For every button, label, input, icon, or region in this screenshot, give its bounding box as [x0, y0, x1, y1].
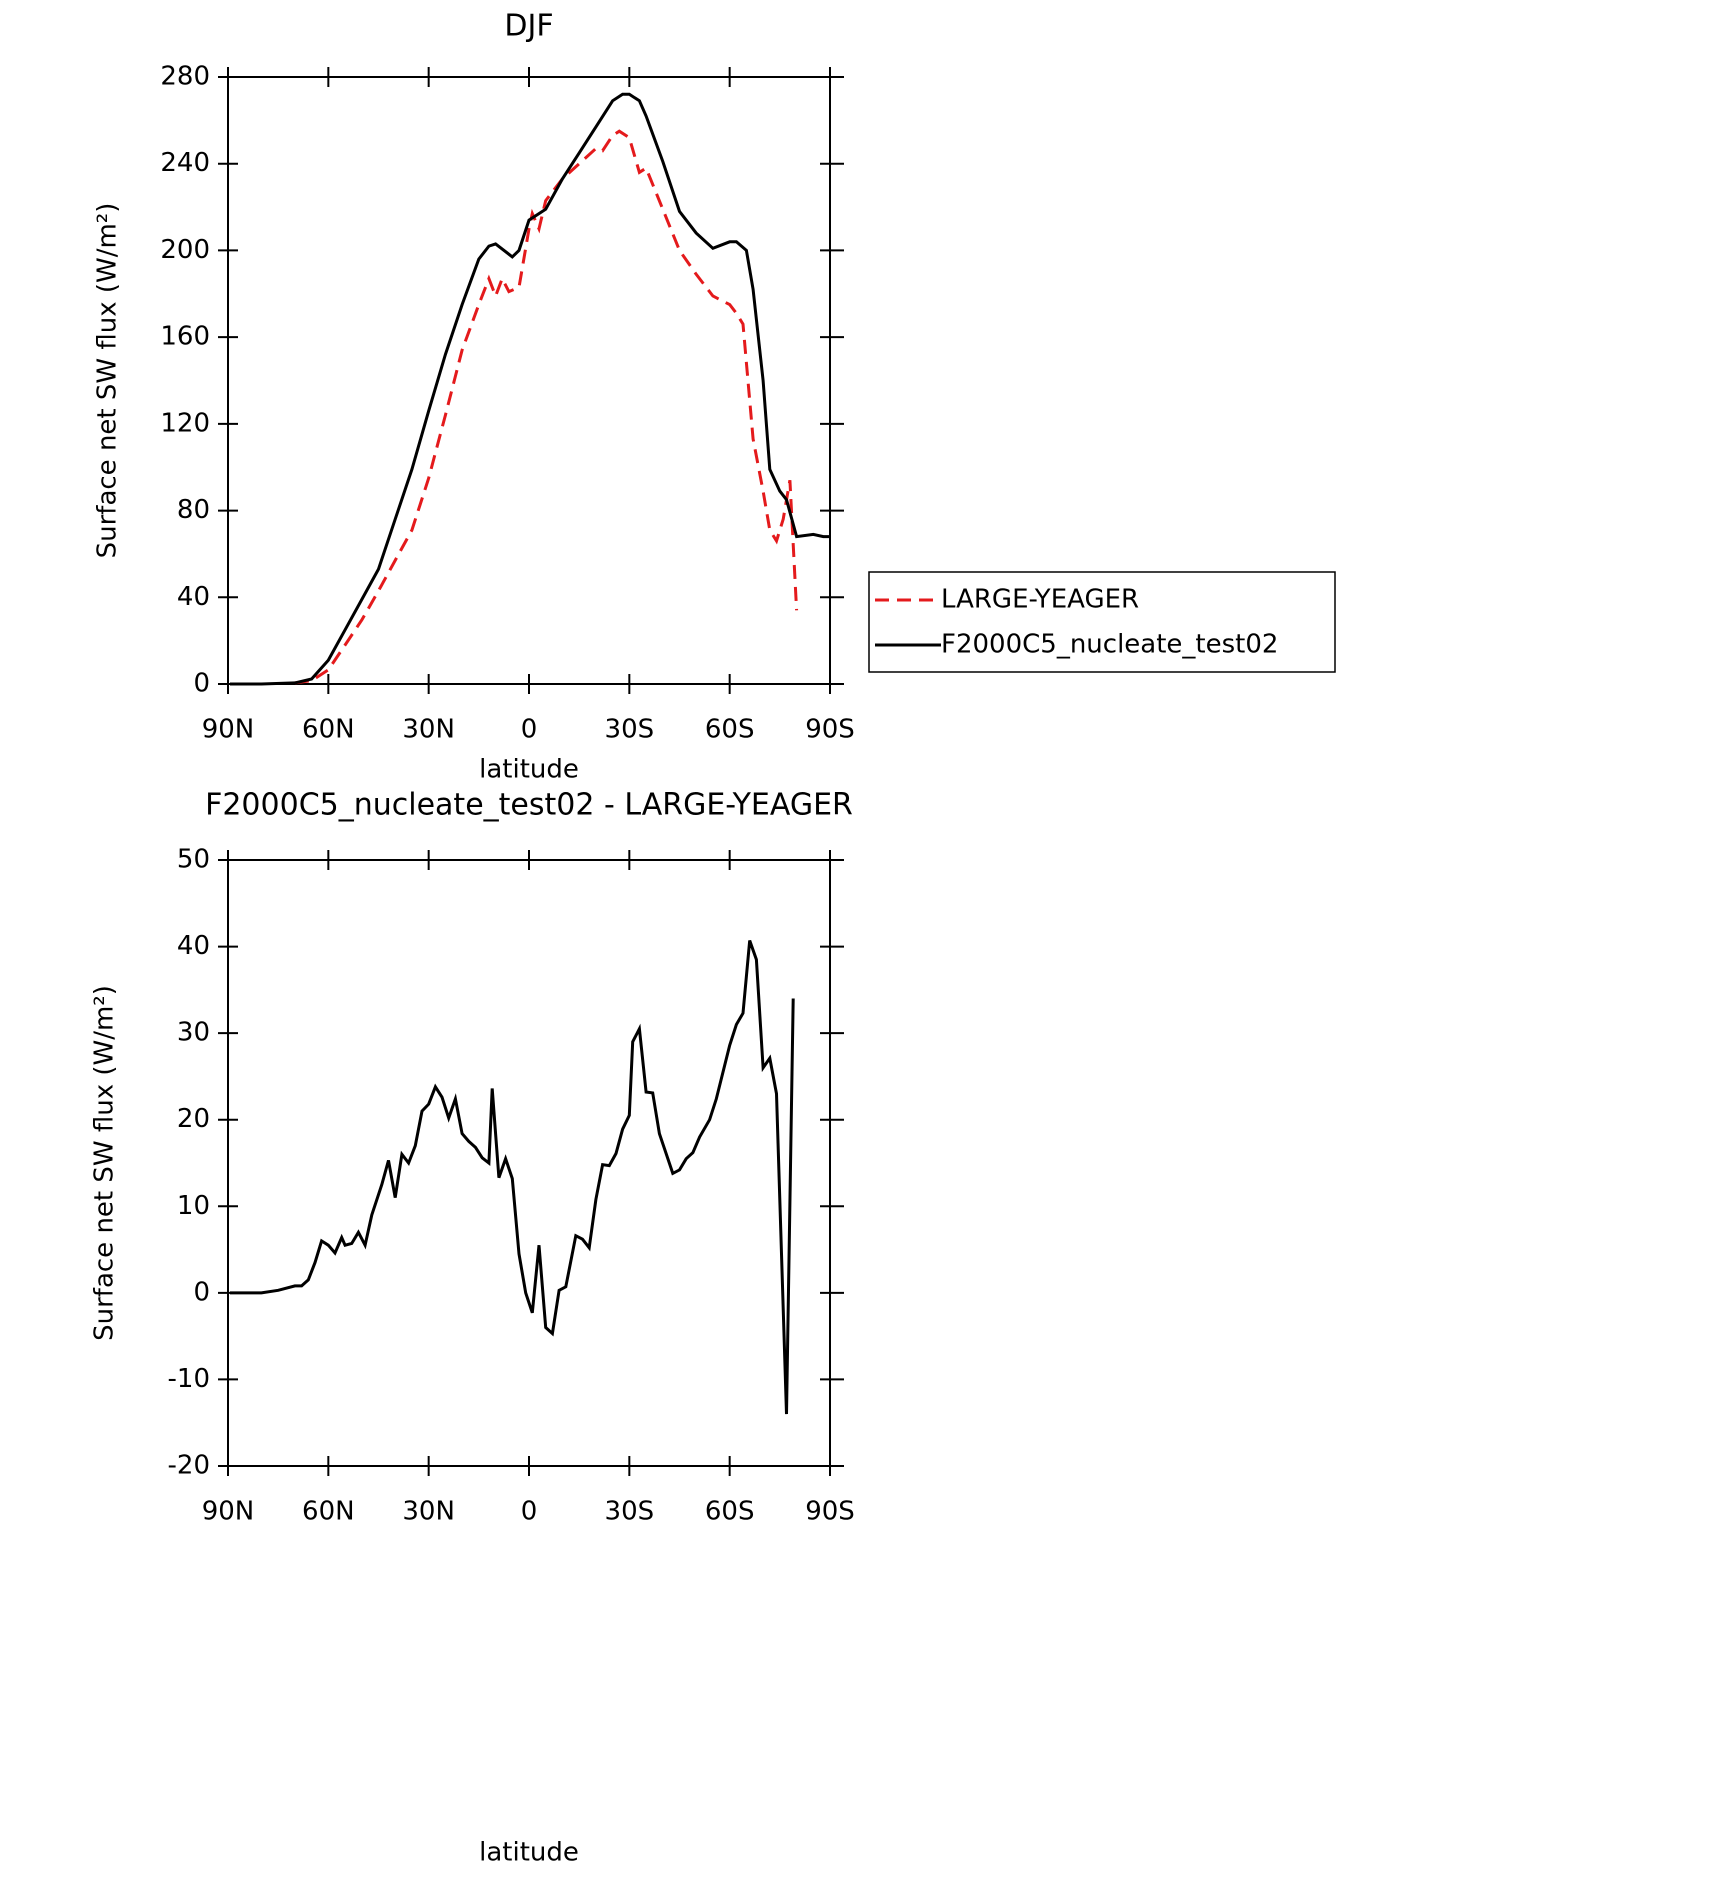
x-tick-label: 0 — [521, 715, 538, 745]
x-tick-label: 0 — [521, 1497, 538, 1527]
chart-title: DJF — [504, 9, 553, 44]
legend-label: LARGE-YEAGER — [941, 585, 1139, 615]
x-tick-label: 90N — [202, 715, 255, 745]
legend-label: F2000C5_nucleate_test02 — [941, 630, 1278, 660]
y-axis-label: Surface net SW flux (W/m²) — [93, 203, 123, 559]
x-tick-label: 60N — [302, 715, 355, 745]
x-axis-label: latitude — [479, 1838, 579, 1868]
x-tick-label: 90N — [202, 1497, 255, 1527]
data-line — [294, 129, 799, 685]
x-tick-label: 30S — [605, 1497, 655, 1527]
y-tick-label: 120 — [160, 408, 210, 438]
x-tick-label: 30N — [402, 1497, 455, 1527]
y-tick-label: 40 — [177, 582, 210, 612]
x-axis-label: latitude — [479, 755, 579, 785]
y-tick-label: 20 — [177, 1104, 210, 1134]
y-tick-label: 0 — [193, 669, 210, 699]
legend-box — [868, 571, 1336, 673]
y-tick-label: 200 — [160, 235, 210, 265]
y-tick-label: 0 — [193, 1277, 210, 1307]
y-axis-label: Surface net SW flux (W/m²) — [90, 985, 120, 1341]
y-tick-label: 50 — [177, 845, 210, 875]
x-tick-label: 90S — [805, 1497, 855, 1527]
chart-title: F2000C5_nucleate_test02 - LARGE-YEAGER — [205, 788, 853, 823]
x-tick-label: 30S — [605, 715, 655, 745]
x-tick-label: 60S — [705, 715, 755, 745]
plot-frame — [227, 859, 831, 1467]
data-line — [230, 940, 795, 1415]
y-tick-label: 10 — [177, 1191, 210, 1221]
y-tick-label: 80 — [177, 495, 210, 525]
x-tick-label: 90S — [805, 715, 855, 745]
x-tick-label: 30N — [402, 715, 455, 745]
y-tick-label: -10 — [168, 1364, 210, 1394]
y-tick-label: -20 — [168, 1451, 210, 1481]
y-tick-label: 30 — [177, 1018, 210, 1048]
data-line — [230, 92, 830, 686]
x-tick-label: 60N — [302, 1497, 355, 1527]
y-tick-label: 240 — [160, 148, 210, 178]
x-tick-label: 60S — [705, 1497, 755, 1527]
plot-frame — [227, 76, 831, 685]
y-tick-label: 160 — [160, 322, 210, 352]
y-tick-label: 280 — [160, 62, 210, 92]
y-tick-label: 40 — [177, 931, 210, 961]
